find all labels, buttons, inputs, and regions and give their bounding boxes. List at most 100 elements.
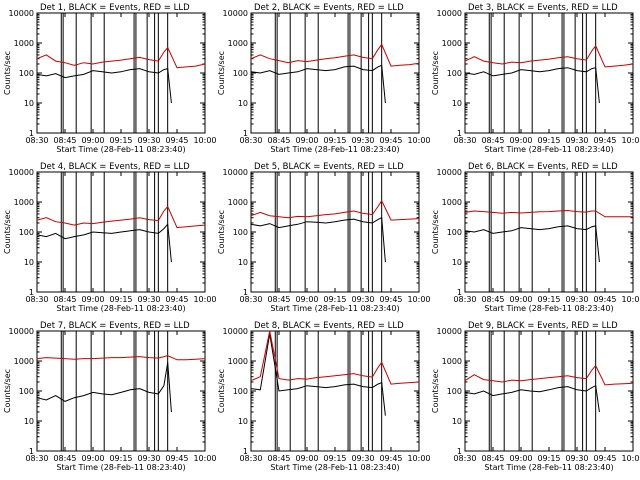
- x-tick-label: 09:30: [351, 454, 374, 463]
- x-axis-label: Start Time (28-Feb-11 08:23:40): [56, 145, 185, 154]
- x-axis-label: Start Time (28-Feb-11 08:23:40): [270, 304, 399, 313]
- y-tick-label: 10: [238, 417, 248, 426]
- y-axis-label: Counts/sec: [217, 369, 226, 413]
- y-tick-label: 10000: [223, 9, 248, 18]
- x-tick-label: 09:45: [593, 136, 616, 145]
- y-axis-label: Counts/sec: [217, 210, 226, 254]
- x-tick-label: 08:30: [453, 136, 476, 145]
- x-tick-label: 09:45: [593, 295, 616, 304]
- x-tick-label: 08:45: [481, 454, 504, 463]
- y-axis-label: Counts/sec: [3, 369, 12, 413]
- series-lld: [36, 46, 206, 69]
- x-tick-label: 10:00: [407, 454, 430, 463]
- y-tick-label: 100: [19, 228, 34, 237]
- y-tick-label: 1000: [228, 357, 248, 366]
- x-tick-label: 08:30: [239, 136, 262, 145]
- y-tick-label: 10: [452, 258, 462, 267]
- chart-title: Det 1, BLACK = Events, RED = LLD: [40, 3, 190, 13]
- panel-det-8: Det 8, BLACK = Events, RED = LLD 08:30 08:…: [217, 321, 431, 472]
- y-axis-label: Counts/sec: [3, 210, 12, 254]
- chart-title: Det 7, BLACK = Events, RED = LLD: [40, 321, 190, 331]
- x-tick-label: 09:30: [137, 136, 160, 145]
- x-tick-label: 10:00: [621, 136, 640, 145]
- x-tick-label: 10:00: [193, 136, 216, 145]
- x-tick-label: 09:15: [537, 454, 560, 463]
- y-tick-label: 1: [457, 288, 462, 297]
- y-tick-label: 10: [24, 99, 34, 108]
- series-lld: [250, 199, 420, 221]
- x-tick-label: 08:45: [53, 454, 76, 463]
- x-tick-label: 09:45: [379, 454, 402, 463]
- x-tick-label: 09:15: [323, 295, 346, 304]
- series-events: [464, 225, 600, 263]
- x-tick-label: 09:15: [323, 136, 346, 145]
- chart-title: Det 4, BLACK = Events, RED = LLD: [40, 162, 190, 172]
- series-events: [464, 67, 600, 104]
- y-tick-label: 1000: [228, 198, 248, 207]
- x-axis-label: Start Time (28-Feb-11 08:23:40): [56, 463, 185, 472]
- y-tick-label: 1000: [14, 39, 34, 48]
- x-tick-label: 09:45: [165, 136, 188, 145]
- y-tick-label: 1: [243, 288, 248, 297]
- x-tick-label: 09:45: [165, 295, 188, 304]
- series-lld: [464, 44, 634, 68]
- y-tick-label: 1000: [442, 198, 462, 207]
- series-events: [250, 64, 386, 104]
- series-lld: [250, 43, 420, 67]
- x-tick-label: 09:30: [137, 295, 160, 304]
- x-tick-label: 10:00: [407, 295, 430, 304]
- x-tick-label: 08:45: [481, 295, 504, 304]
- y-tick-label: 10: [24, 258, 34, 267]
- x-tick-label: 09:00: [81, 136, 104, 145]
- y-axis-label: Counts/sec: [431, 369, 440, 413]
- chart-title: Det 8, BLACK = Events, RED = LLD: [254, 321, 404, 331]
- x-tick-label: 09:45: [593, 454, 616, 463]
- plot-frame: [36, 12, 206, 134]
- x-axis-label: Start Time (28-Feb-11 08:23:40): [484, 304, 613, 313]
- y-tick-label: 10: [452, 417, 462, 426]
- x-tick-label: 08:30: [453, 295, 476, 304]
- y-tick-label: 10000: [223, 327, 248, 336]
- series-events: [250, 333, 386, 416]
- y-tick-label: 100: [233, 69, 248, 78]
- x-tick-label: 09:15: [109, 454, 132, 463]
- y-axis-label: Counts/sec: [217, 51, 226, 95]
- x-tick-label: 09:00: [509, 454, 532, 463]
- y-tick-label: 100: [233, 228, 248, 237]
- y-tick-label: 1: [29, 447, 34, 456]
- x-tick-label: 08:30: [239, 295, 262, 304]
- y-tick-label: 10000: [437, 9, 462, 18]
- x-tick-label: 09:15: [109, 136, 132, 145]
- chart-title: Det 5, BLACK = Events, RED = LLD: [254, 162, 404, 172]
- y-tick-label: 10000: [223, 168, 248, 177]
- x-tick-label: 09:00: [295, 454, 318, 463]
- y-tick-label: 1: [457, 447, 462, 456]
- y-tick-label: 100: [19, 387, 34, 396]
- y-tick-label: 100: [19, 69, 34, 78]
- y-tick-label: 10000: [9, 9, 34, 18]
- y-tick-label: 10: [452, 99, 462, 108]
- x-axis-label: Start Time (28-Feb-11 08:23:40): [270, 145, 399, 154]
- y-tick-label: 1000: [14, 357, 34, 366]
- x-tick-label: 10:00: [621, 295, 640, 304]
- panel-det-9: Det 9, BLACK = Events, RED = LLD 08:30 08:…: [431, 321, 640, 472]
- x-tick-label: 10:00: [407, 136, 430, 145]
- series-events: [36, 362, 172, 413]
- x-tick-label: 09:00: [295, 295, 318, 304]
- x-tick-label: 09:45: [379, 136, 402, 145]
- y-tick-label: 10: [238, 99, 248, 108]
- x-tick-label: 09:00: [81, 295, 104, 304]
- y-tick-label: 100: [233, 387, 248, 396]
- chart-title: Det 9, BLACK = Events, RED = LLD: [468, 321, 618, 331]
- x-tick-label: 09:00: [295, 136, 318, 145]
- series-events: [464, 384, 600, 413]
- x-tick-label: 09:45: [165, 454, 188, 463]
- x-tick-label: 08:45: [267, 136, 290, 145]
- y-tick-label: 10000: [9, 327, 34, 336]
- x-axis-label: Start Time (28-Feb-11 08:23:40): [270, 463, 399, 472]
- chart-title: Det 3, BLACK = Events, RED = LLD: [468, 3, 618, 13]
- x-tick-label: 10:00: [193, 454, 216, 463]
- x-tick-label: 08:45: [481, 136, 504, 145]
- panel-det-3: Det 3, BLACK = Events, RED = LLD 08:30 08:…: [431, 3, 640, 154]
- panel-det-2: Det 2, BLACK = Events, RED = LLD 08:30 08:…: [217, 3, 431, 154]
